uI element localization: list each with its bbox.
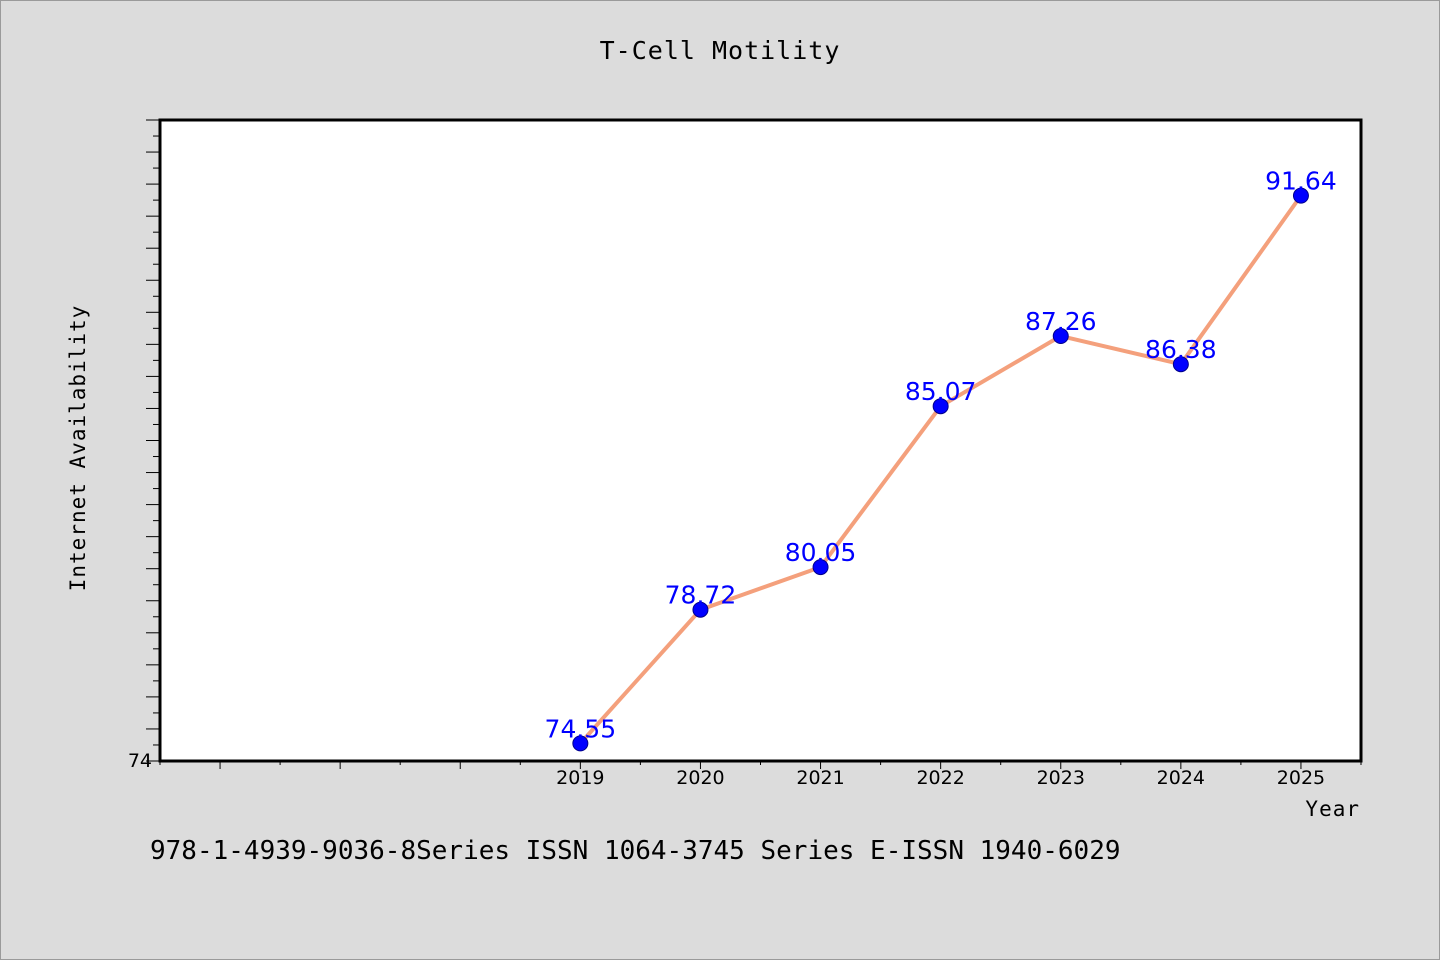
x-tick-label: 2025 [1277,767,1325,789]
data-labels-layer: 74.55 78.72 80.05 85.07 87.26 86.38 91.64 [545,167,1337,744]
data-point [812,559,829,576]
chart-title: T-Cell Motility [599,36,841,65]
y-tick-label: 74 [128,750,152,772]
data-point [572,735,589,752]
plot-area [158,118,1363,763]
data-point [692,601,709,618]
x-tick-label: 2022 [916,767,964,789]
y-axis-ticks: 74 [128,119,160,772]
y-axis-title: Internet Availability [66,305,90,592]
x-tick-label: 2024 [1157,767,1205,789]
x-axis-title: Year [1305,797,1360,821]
data-label: 86.38 [1145,335,1217,364]
data-label: 78.72 [665,581,737,610]
data-label: 74.55 [545,714,617,743]
data-label: 80.05 [785,538,857,567]
isbn-issn-note: 978-1-4939-9036-8Series ISSN 1064-3745 S… [150,836,1121,866]
data-label: 85.07 [905,377,977,406]
data-point [932,398,949,415]
x-tick-label: 2023 [1037,767,1085,789]
data-point [1172,356,1189,373]
x-tick-label: 2020 [676,767,724,789]
data-point [1052,328,1069,345]
data-label: 91.64 [1265,167,1337,196]
x-tick-label: 2019 [556,767,604,789]
series-layer [572,187,1309,752]
data-label: 87.26 [1025,307,1097,336]
x-axis-ticks: 2019 2020 2021 2022 2023 2024 2025 [159,761,1362,789]
data-point [1292,187,1309,204]
x-tick-label: 2021 [796,767,844,789]
